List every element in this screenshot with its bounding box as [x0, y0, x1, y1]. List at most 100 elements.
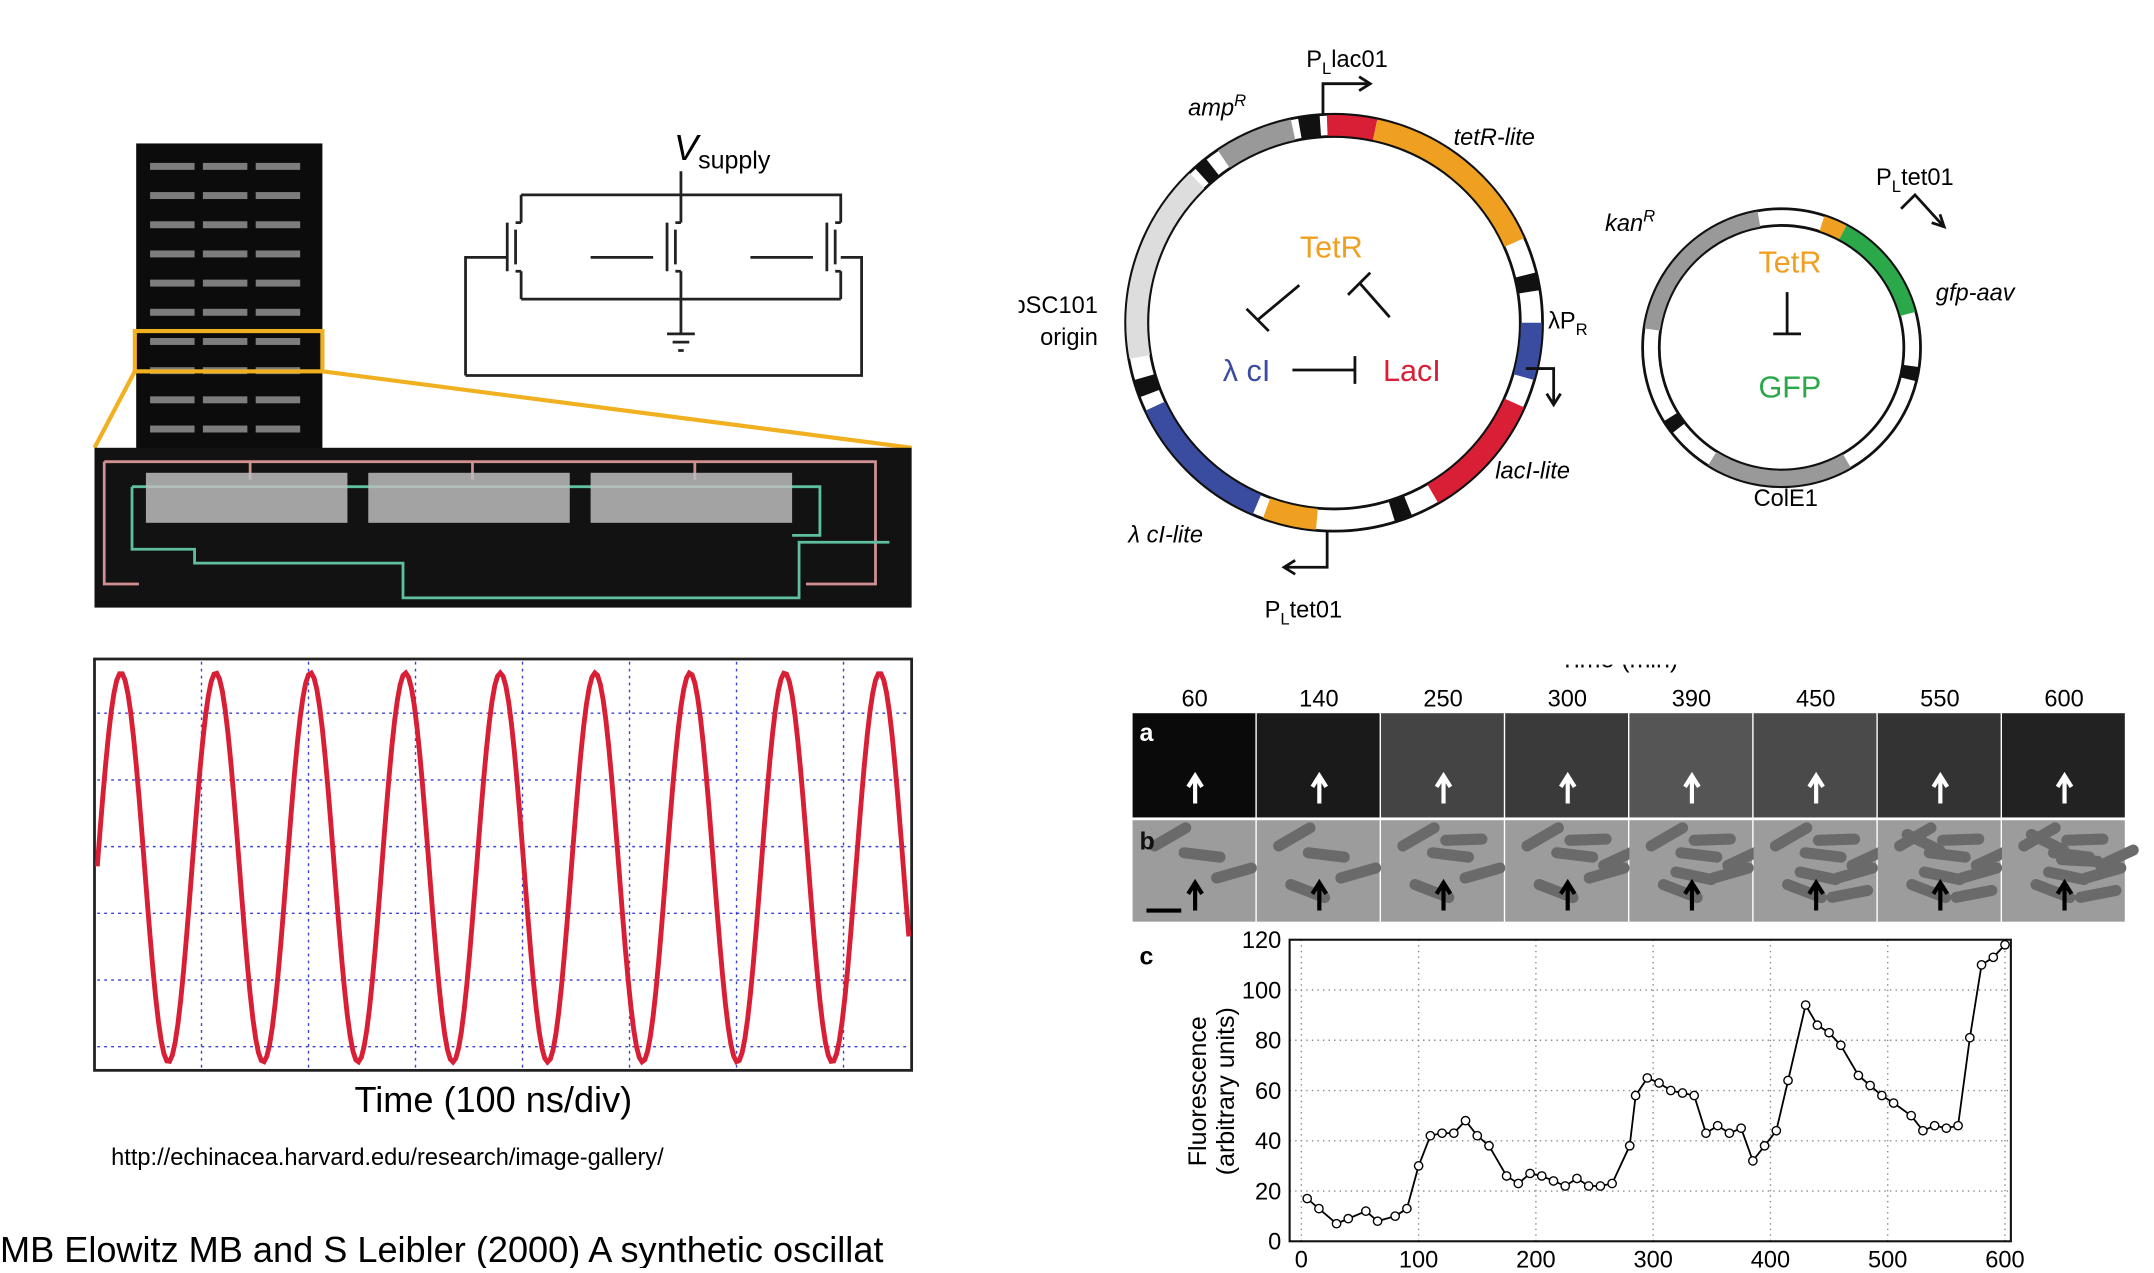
chip-cell	[255, 250, 301, 258]
cell	[1178, 847, 1226, 863]
data-point	[1876, 1090, 1887, 1101]
promoter-label: PLtet01	[1265, 597, 1343, 628]
label-part: supply	[698, 146, 771, 174]
cell	[1812, 833, 1861, 846]
promoter-arrow	[1321, 75, 1373, 115]
data-point	[1302, 1193, 1313, 1204]
data-point	[1314, 1203, 1324, 1214]
data-point	[1929, 1120, 1940, 1131]
panel-label: b	[1140, 827, 1155, 855]
y-tick-label: 100	[1242, 978, 1281, 1004]
data-point	[1472, 1130, 1483, 1141]
arrow	[1310, 878, 1329, 911]
data-point	[1812, 1020, 1823, 1031]
citation: MB Elowitz MB and S Leibler (2000) A syn…	[0, 1229, 883, 1268]
chip-cell	[202, 162, 248, 170]
y-tick-label: 0	[1268, 1230, 1281, 1256]
x-axis-label: Time (100 ns/div)	[354, 1079, 632, 1120]
cell	[1335, 862, 1382, 884]
cell	[1273, 822, 1316, 852]
plasmid-segment	[1298, 115, 1322, 139]
arrow	[1683, 878, 1701, 911]
cell	[1670, 866, 1717, 886]
zoom-box	[132, 328, 325, 374]
promoter-arrow	[1900, 192, 1947, 230]
cell	[1645, 822, 1689, 852]
data-point	[1513, 1178, 1524, 1189]
cell	[1440, 833, 1488, 846]
data-point	[1976, 959, 1987, 970]
plasmid-ring	[1146, 135, 1522, 511]
repression	[1245, 284, 1301, 333]
chip-cell	[150, 396, 195, 404]
zoom-line	[92, 370, 137, 449]
label-part: R	[1643, 206, 1655, 225]
chip-cell	[202, 221, 248, 229]
origin-label: pSC101	[1013, 293, 1098, 319]
data-point	[1437, 1128, 1447, 1139]
panel-label: a	[1140, 719, 1155, 747]
y-tick-label: 40	[1255, 1129, 1281, 1155]
ground	[667, 332, 695, 352]
cell	[1211, 862, 1257, 884]
data-point	[1953, 1120, 1963, 1131]
data-point	[1701, 1128, 1711, 1139]
data-point	[1548, 1176, 1559, 1186]
chip-cell	[202, 425, 248, 433]
label-part: amp	[1188, 96, 1234, 122]
cell	[1769, 822, 1813, 852]
label-part: P	[1306, 47, 1322, 73]
chip-cell	[150, 279, 195, 287]
plasmid-segment	[1427, 398, 1524, 503]
data-point	[1630, 1090, 1641, 1101]
arrow	[1559, 878, 1577, 911]
label-part: tet01	[1290, 597, 1343, 623]
chip-cell	[255, 396, 301, 404]
chip-cell	[255, 192, 301, 200]
arrow	[1559, 771, 1577, 804]
plasmid-segment	[1217, 119, 1296, 168]
cell	[1826, 884, 1874, 903]
label-part: L	[1280, 609, 1289, 628]
data-point	[1501, 1171, 1512, 1181]
data-point	[1824, 1027, 1834, 1038]
time-value: 300	[1548, 686, 1587, 712]
plasmid-segment	[1664, 412, 1685, 433]
data-point	[1525, 1168, 1535, 1179]
repression	[1773, 292, 1802, 336]
data-point	[1964, 1032, 1975, 1043]
label-part: kan	[1605, 211, 1643, 237]
plasmid-segment	[1515, 272, 1540, 294]
cell	[1148, 822, 1192, 852]
chip-cell	[255, 425, 301, 433]
time-value: 600	[2044, 686, 2083, 712]
chip-cell	[255, 221, 301, 229]
data-point	[1607, 1178, 1617, 1189]
promoter-arrow	[1281, 531, 1329, 576]
cell	[1832, 862, 1878, 884]
data-point	[1783, 1075, 1793, 1086]
plasmid-segment	[1126, 173, 1205, 359]
label-part: P	[1876, 165, 1892, 191]
transistor	[505, 221, 522, 273]
cell	[1583, 862, 1630, 884]
data-point	[1677, 1088, 1688, 1098]
cell	[2094, 844, 2139, 871]
plasmid2-labels: kanR PLtet01 gfp-aav TetR GFP ColE1	[1605, 165, 2016, 512]
data-point	[1853, 1070, 1864, 1081]
supply-label: Vsupply	[674, 127, 771, 174]
protein-label: TetR	[1758, 246, 1821, 280]
data-point	[1460, 1115, 1471, 1126]
chip-cell	[150, 162, 195, 170]
data-point	[1642, 1073, 1653, 1083]
promoter-label: PLlac01	[1306, 47, 1387, 78]
promoter-label: PLtet01	[1876, 165, 1954, 196]
arrow	[2055, 878, 2074, 911]
cell	[1794, 866, 1842, 886]
cell	[1799, 847, 1847, 863]
chip-cell	[150, 337, 195, 345]
cell	[2025, 828, 2070, 856]
arrow	[1186, 878, 1204, 911]
cell	[1707, 862, 1754, 884]
